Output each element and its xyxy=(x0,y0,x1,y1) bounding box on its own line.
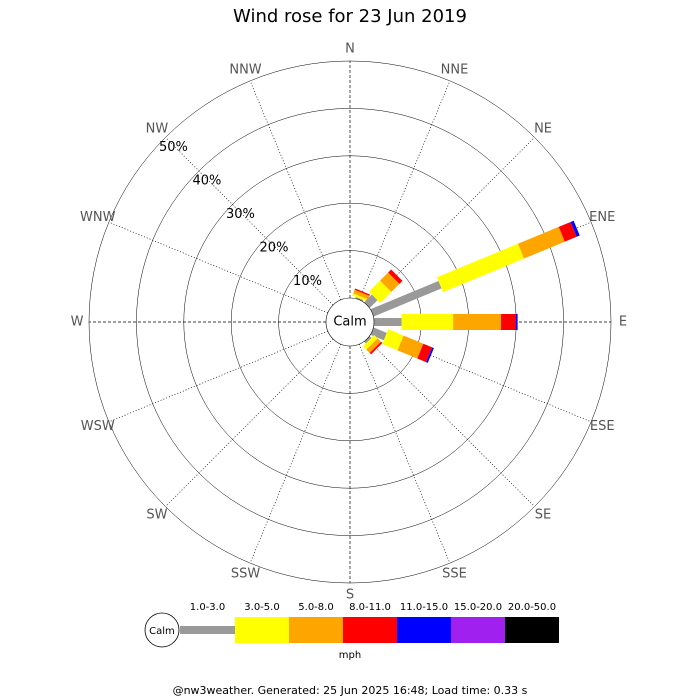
footer: @nw3weather. Generated: 25 Jun 2025 16:4… xyxy=(173,684,528,697)
wind-segment xyxy=(426,347,434,363)
wind-segment xyxy=(401,314,454,330)
legend-swatch xyxy=(343,617,397,643)
ring-label: 50% xyxy=(159,140,188,155)
direction-label: W xyxy=(71,315,84,330)
direction-label: N xyxy=(345,42,355,57)
legend-label: 11.0-15.0 xyxy=(400,602,448,613)
spoke xyxy=(108,221,328,314)
direction-label: ESE xyxy=(590,419,615,434)
wind-segment xyxy=(352,293,369,302)
legend-calm-label: Calm xyxy=(149,626,175,637)
legend-label: 15.0-20.0 xyxy=(454,602,502,613)
wind-segment xyxy=(436,243,525,293)
wind-segment xyxy=(515,314,518,330)
legend-swatch xyxy=(505,617,559,643)
spoke xyxy=(358,80,451,300)
wind-segment xyxy=(353,289,370,300)
legend-label: 3.0-5.0 xyxy=(244,602,279,613)
wind-segment xyxy=(570,220,580,237)
wind-segment xyxy=(366,338,382,354)
direction-label: NW xyxy=(146,121,169,136)
ring-label: 40% xyxy=(193,173,222,188)
direction-label: S xyxy=(346,588,354,603)
direction-label: SSW xyxy=(231,567,261,582)
wind-segment xyxy=(362,334,378,350)
legend-label: 20.0-50.0 xyxy=(508,602,556,613)
wind-segment xyxy=(369,341,383,355)
wind-segment xyxy=(382,329,404,351)
wind-segment xyxy=(354,288,371,296)
calm-label: Calm xyxy=(333,315,366,330)
legend-calm xyxy=(144,612,180,648)
direction-label: NE xyxy=(534,121,552,136)
legend: Calm 1.0-3.0 3.0-5.0 5.0-8.0 8.0-11.0 11.0-15… xyxy=(144,602,559,661)
wind-segment xyxy=(370,281,442,317)
legend-label: 8.0-11.0 xyxy=(349,602,391,613)
legend-swatch xyxy=(397,617,451,643)
spoke xyxy=(366,338,535,507)
wind-segment xyxy=(397,335,424,359)
ring-label: 20% xyxy=(260,240,289,255)
legend-swatch xyxy=(180,626,235,634)
spoke xyxy=(165,137,334,306)
spoke xyxy=(249,80,342,300)
spoke xyxy=(108,330,328,423)
wind-segment xyxy=(453,314,502,330)
ring-label: 10% xyxy=(293,274,322,289)
chart-title: Wind rose for 23 Jun 2019 xyxy=(233,6,467,27)
wind-segment xyxy=(374,318,402,326)
direction-label: WNW xyxy=(80,210,116,225)
direction-label: WSW xyxy=(81,419,115,434)
legend-swatch xyxy=(235,617,289,643)
ring xyxy=(136,108,564,536)
wind-segment xyxy=(501,314,516,330)
wind-segment xyxy=(558,221,577,242)
wind-segment xyxy=(355,296,364,302)
legend-swatch xyxy=(451,617,505,643)
legend-label: 1.0-3.0 xyxy=(190,602,225,613)
spoke xyxy=(358,344,451,564)
wind-segment xyxy=(369,280,392,303)
marks: Calm xyxy=(324,220,580,363)
wind-segment xyxy=(364,294,378,308)
direction-label: SSE xyxy=(442,567,467,582)
wind-segment xyxy=(370,327,387,341)
direction-label: NNE xyxy=(441,62,469,77)
ring-label: 30% xyxy=(226,207,255,222)
direction-label: NNW xyxy=(229,62,261,77)
wind-segment xyxy=(380,272,400,292)
legend-unit: mph xyxy=(339,650,361,661)
wind-segment xyxy=(364,336,372,344)
wind-segment xyxy=(388,269,403,284)
calm-circle xyxy=(325,297,375,347)
direction-label: ENE xyxy=(589,210,615,225)
spoke xyxy=(165,338,334,507)
direction-label: E xyxy=(619,315,627,330)
direction-label: SW xyxy=(146,508,167,523)
legend-label: 5.0-8.0 xyxy=(298,602,333,613)
wind-segment xyxy=(518,226,565,259)
direction-label: SE xyxy=(535,508,551,523)
spoke xyxy=(249,344,342,564)
legend-swatch xyxy=(289,617,343,643)
wind-segment xyxy=(417,343,433,363)
